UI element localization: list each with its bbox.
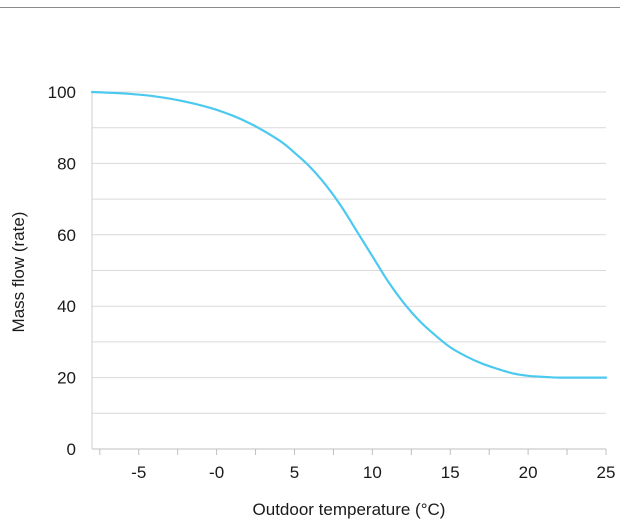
x-tick-label: -0 xyxy=(209,463,224,482)
y-tick-label: 100 xyxy=(48,83,76,102)
x-tick-label: 25 xyxy=(597,463,616,482)
series-line xyxy=(90,90,608,379)
x-tick-label: 20 xyxy=(519,463,538,482)
series-group xyxy=(90,90,608,379)
y-tick-label: 20 xyxy=(57,369,76,388)
y-tick-label: 40 xyxy=(57,297,76,316)
y-tick-label: 60 xyxy=(57,226,76,245)
gridlines xyxy=(92,91,606,414)
x-tick-label: -5 xyxy=(131,463,146,482)
x-axis-ticks: -5 -0 5 10 15 20 25 xyxy=(99,449,616,482)
y-axis-label: Mass flow (rate) xyxy=(9,212,28,333)
y-tick-label: 80 xyxy=(57,154,76,173)
top-divider-line xyxy=(0,7,620,8)
x-tick-label: 15 xyxy=(441,463,460,482)
x-tick-label: 5 xyxy=(290,463,299,482)
x-axis-label: Outdoor temperature (°C) xyxy=(253,500,446,519)
y-axis-ticks: 0 20 40 60 80 100 xyxy=(48,83,76,459)
y-tick-label: 0 xyxy=(67,440,76,459)
x-tick-label: 10 xyxy=(363,463,382,482)
